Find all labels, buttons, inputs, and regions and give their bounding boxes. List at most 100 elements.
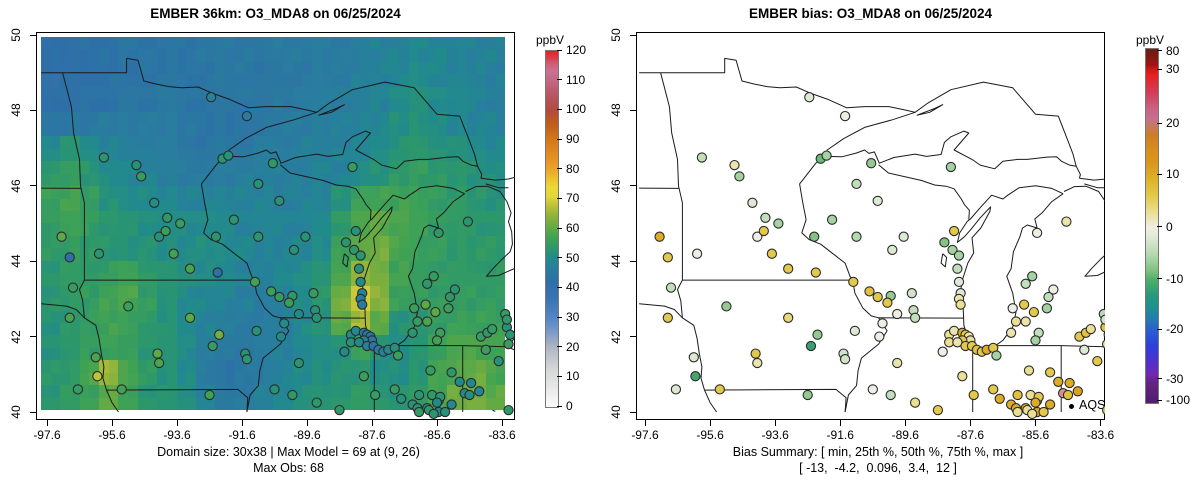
raster-cell	[379, 285, 390, 299]
raster-cell	[60, 335, 71, 349]
raster-cell	[108, 360, 120, 374]
right-aqs-legend-label: AQS	[1079, 398, 1106, 412]
model-raster	[41, 36, 506, 411]
raster-cell	[79, 223, 91, 237]
raster-cell	[186, 223, 197, 237]
raster-cell	[398, 111, 410, 125]
x-tick-label: -93.6	[761, 428, 789, 442]
raster-cell	[108, 323, 120, 337]
raster-cell	[244, 260, 255, 274]
left-colorbar-tick-label: 40	[566, 280, 580, 295]
raster-cell	[389, 49, 400, 63]
raster-cell	[456, 335, 468, 349]
raster-cell	[476, 186, 487, 200]
raster-cell	[234, 248, 245, 262]
x-tick	[839, 420, 841, 426]
raster-cell	[186, 36, 197, 50]
raster-cell	[273, 223, 284, 237]
raster-cell	[485, 123, 497, 137]
raster-cell	[234, 372, 245, 386]
raster-cell	[41, 198, 52, 212]
raster-cell	[292, 123, 303, 137]
station-point-bias	[729, 159, 740, 171]
raster-cell	[99, 335, 110, 349]
raster-cell	[99, 285, 110, 299]
raster-cell	[118, 235, 129, 249]
raster-cell	[408, 198, 419, 212]
raster-cell	[379, 248, 390, 262]
raster-cell	[205, 123, 216, 137]
raster-cell	[369, 111, 381, 125]
raster-cell	[108, 298, 120, 312]
raster-cell	[340, 223, 352, 237]
raster-cell	[224, 36, 236, 50]
state-lake-outline	[824, 81, 1077, 170]
raster-cell	[466, 310, 477, 324]
raster-cell	[99, 198, 110, 212]
left-colorbar-gradient	[545, 50, 559, 408]
raster-cell	[118, 198, 129, 212]
raster-cell	[466, 397, 477, 411]
raster-cell	[485, 372, 497, 386]
raster-cell	[99, 248, 110, 262]
raster-cell	[215, 347, 226, 361]
raster-cell	[244, 123, 255, 137]
state-lake-outline	[106, 388, 249, 413]
raster-cell	[195, 310, 207, 324]
station-point-bias	[877, 318, 888, 329]
station-point-obs	[350, 225, 361, 237]
station-point-bias	[1064, 377, 1075, 389]
left-colorbar-tick-label: 50	[566, 250, 580, 265]
raster-cell	[408, 260, 419, 274]
raster-cell	[476, 86, 487, 100]
raster-cell	[244, 86, 255, 100]
raster-cell	[456, 347, 468, 361]
raster-cell	[224, 61, 236, 75]
raster-cell	[485, 385, 497, 399]
raster-cell	[447, 123, 458, 137]
raster-cell	[50, 136, 62, 150]
raster-cell	[476, 173, 487, 187]
raster-cell	[244, 310, 255, 324]
raster-cell	[495, 248, 506, 262]
x-tick-label: -93.6	[163, 428, 191, 442]
station-point-bias	[952, 263, 963, 274]
raster-cell	[350, 148, 361, 162]
raster-cell	[108, 111, 120, 125]
raster-cell	[476, 148, 487, 162]
station-point-obs	[275, 331, 287, 342]
station-point-obs	[92, 371, 103, 382]
raster-cell	[389, 260, 400, 274]
raster-cell	[205, 285, 216, 299]
raster-cell	[195, 223, 207, 237]
raster-cell	[369, 74, 381, 88]
station-point-obs	[503, 404, 514, 416]
station-point-bias	[867, 384, 878, 395]
raster-cell	[176, 74, 187, 88]
raster-cell	[234, 385, 245, 399]
station-point-bias	[851, 178, 862, 190]
raster-cell	[485, 173, 497, 187]
raster-cell	[273, 111, 284, 125]
raster-cell	[50, 310, 62, 324]
raster-cell	[350, 360, 361, 374]
raster-cell	[108, 335, 120, 349]
raster-cell	[253, 148, 265, 162]
station-point-bias	[1012, 406, 1023, 418]
station-point-obs	[396, 393, 407, 404]
left-colorbar-tick	[557, 197, 562, 199]
raster-cell	[41, 99, 52, 113]
raster-cell	[340, 99, 352, 113]
raster-cell	[282, 161, 294, 175]
station-point-bias	[937, 346, 948, 357]
raster-cell	[447, 211, 458, 225]
raster-cell	[108, 385, 120, 399]
raster-cell	[205, 397, 216, 411]
raster-cell	[437, 86, 448, 100]
raster-cell	[79, 49, 91, 63]
station-point-obs	[462, 216, 474, 227]
raster-cell	[244, 298, 255, 312]
raster-cell	[70, 211, 81, 225]
raster-cell	[244, 335, 255, 349]
raster-cell	[108, 198, 120, 212]
